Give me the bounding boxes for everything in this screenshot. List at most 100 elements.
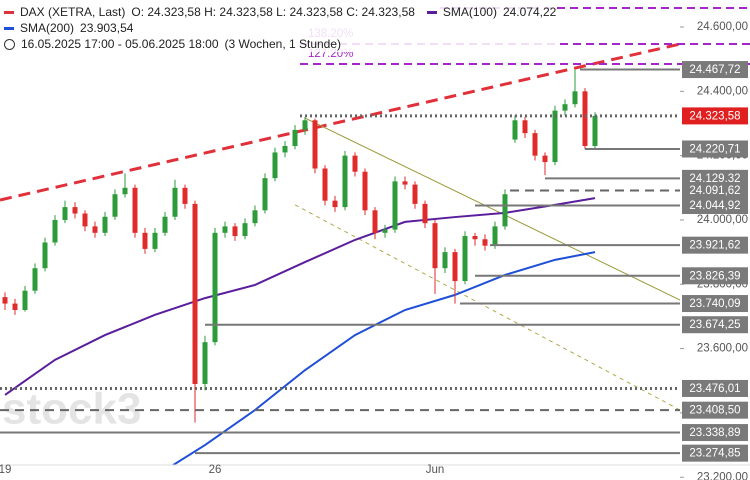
legend-value: 23.903,54 <box>80 21 134 35</box>
candle-body <box>162 216 168 233</box>
level-box <box>682 295 748 313</box>
legend-row: SMA(200) 23.903,54 <box>4 20 557 36</box>
level-box <box>682 267 748 285</box>
y-tick-label: 23.200,00 <box>697 471 748 480</box>
trendline <box>0 42 680 202</box>
level-label: 24.044,92 <box>689 200 740 212</box>
candle-body <box>262 178 268 211</box>
level-box <box>682 316 748 334</box>
level-box <box>682 236 748 254</box>
level-box <box>682 401 748 419</box>
candle-body <box>302 120 308 130</box>
legend: DAX (XETRA, Last) O: 24.323,58 H: 24.323… <box>4 4 557 52</box>
x-tick-label: 26 <box>209 464 222 476</box>
candle-body <box>92 226 98 233</box>
candle-body <box>532 133 538 156</box>
level-label: 24.323,58 <box>689 110 740 122</box>
level-box <box>682 107 748 125</box>
level-label: 23.274,85 <box>689 448 740 460</box>
level-box <box>682 424 748 442</box>
candle-body <box>182 187 188 204</box>
candle-body <box>452 252 458 282</box>
level-box <box>682 379 748 397</box>
candle-body <box>572 91 578 105</box>
x-tick-label: 19 <box>0 464 11 476</box>
candle-body <box>322 168 328 201</box>
candle-body <box>222 226 228 233</box>
candle-body <box>462 236 468 282</box>
trendline <box>294 204 680 411</box>
candle-body <box>362 171 368 211</box>
candle-body <box>22 290 28 310</box>
candle-body <box>562 104 568 111</box>
level-label: 23.674,25 <box>689 319 740 331</box>
swatch <box>4 10 14 14</box>
candle-body <box>272 152 278 179</box>
y-tick-label: 24.000,00 <box>697 214 748 226</box>
level-box <box>682 181 748 199</box>
candle-body <box>312 120 318 169</box>
swatch <box>426 10 437 14</box>
candle-body <box>202 342 208 384</box>
candle-body <box>232 226 238 237</box>
level-box <box>682 444 748 462</box>
level-box <box>682 61 748 79</box>
candle-body <box>62 207 68 220</box>
y-tick-label: 24.400,00 <box>697 85 748 97</box>
candle-body <box>582 91 588 146</box>
candle-body <box>242 223 248 237</box>
level-label: 24.220,71 <box>689 144 740 156</box>
candle-body <box>352 155 358 172</box>
level-label: 23.476,01 <box>689 383 740 395</box>
candle-body <box>32 268 38 291</box>
level-label: 23.826,39 <box>689 270 740 282</box>
candle-body <box>492 226 498 246</box>
x-tick-label: Jun <box>426 464 445 476</box>
candle-body <box>2 297 8 304</box>
instrument: DAX (XETRA, Last) <box>20 5 126 19</box>
swatch <box>4 26 14 30</box>
date-range: 16.05.2025 17:00 - 05.06.2025 18:00 <box>21 37 219 51</box>
candle-body <box>12 303 18 310</box>
legend-value: 24.074,22 <box>502 5 557 19</box>
candle-body <box>212 232 218 343</box>
candle-body <box>342 155 348 208</box>
candle-body <box>142 232 148 249</box>
level-label: 23.338,89 <box>689 427 740 439</box>
plot <box>0 42 680 465</box>
candle-body <box>122 187 128 195</box>
legend-row: DAX (XETRA, Last) O: 24.323,58 H: 24.323… <box>4 4 557 20</box>
candle-body <box>392 181 398 230</box>
ohlc-text: O: 24.323,58 H: 24.323,58 L: 24.323,58 C… <box>131 5 415 19</box>
candle-body <box>502 194 508 227</box>
level-label: 24.129,32 <box>689 173 740 185</box>
clock-icon <box>4 38 15 50</box>
level-label: 23.921,62 <box>689 240 740 252</box>
candle-body <box>552 110 558 163</box>
candle-body <box>332 200 338 208</box>
candle-body <box>522 120 528 134</box>
candle-body <box>422 203 428 224</box>
level-box <box>682 197 748 215</box>
candle-body <box>282 145 288 153</box>
level-label: 24.091,62 <box>689 185 740 197</box>
candle-body <box>432 223 438 269</box>
candle-body <box>402 181 408 185</box>
level-box <box>682 140 748 158</box>
legend-label: SMA(100) <box>442 5 497 19</box>
candle-body <box>372 210 378 233</box>
candle-body <box>512 120 518 140</box>
candle-body <box>292 129 298 146</box>
candle-body <box>52 219 58 243</box>
y-tick-label: 24.600,00 <box>697 21 748 33</box>
candle-body <box>132 187 138 233</box>
legend-label: SMA(200) <box>20 21 75 35</box>
y-tick-label: 23.600,00 <box>697 343 748 355</box>
level-label: 23.740,09 <box>689 298 740 310</box>
candle-body <box>482 239 488 246</box>
candle-body <box>252 210 258 224</box>
candle-body <box>152 232 158 249</box>
level-label: 24.467,72 <box>689 64 740 76</box>
